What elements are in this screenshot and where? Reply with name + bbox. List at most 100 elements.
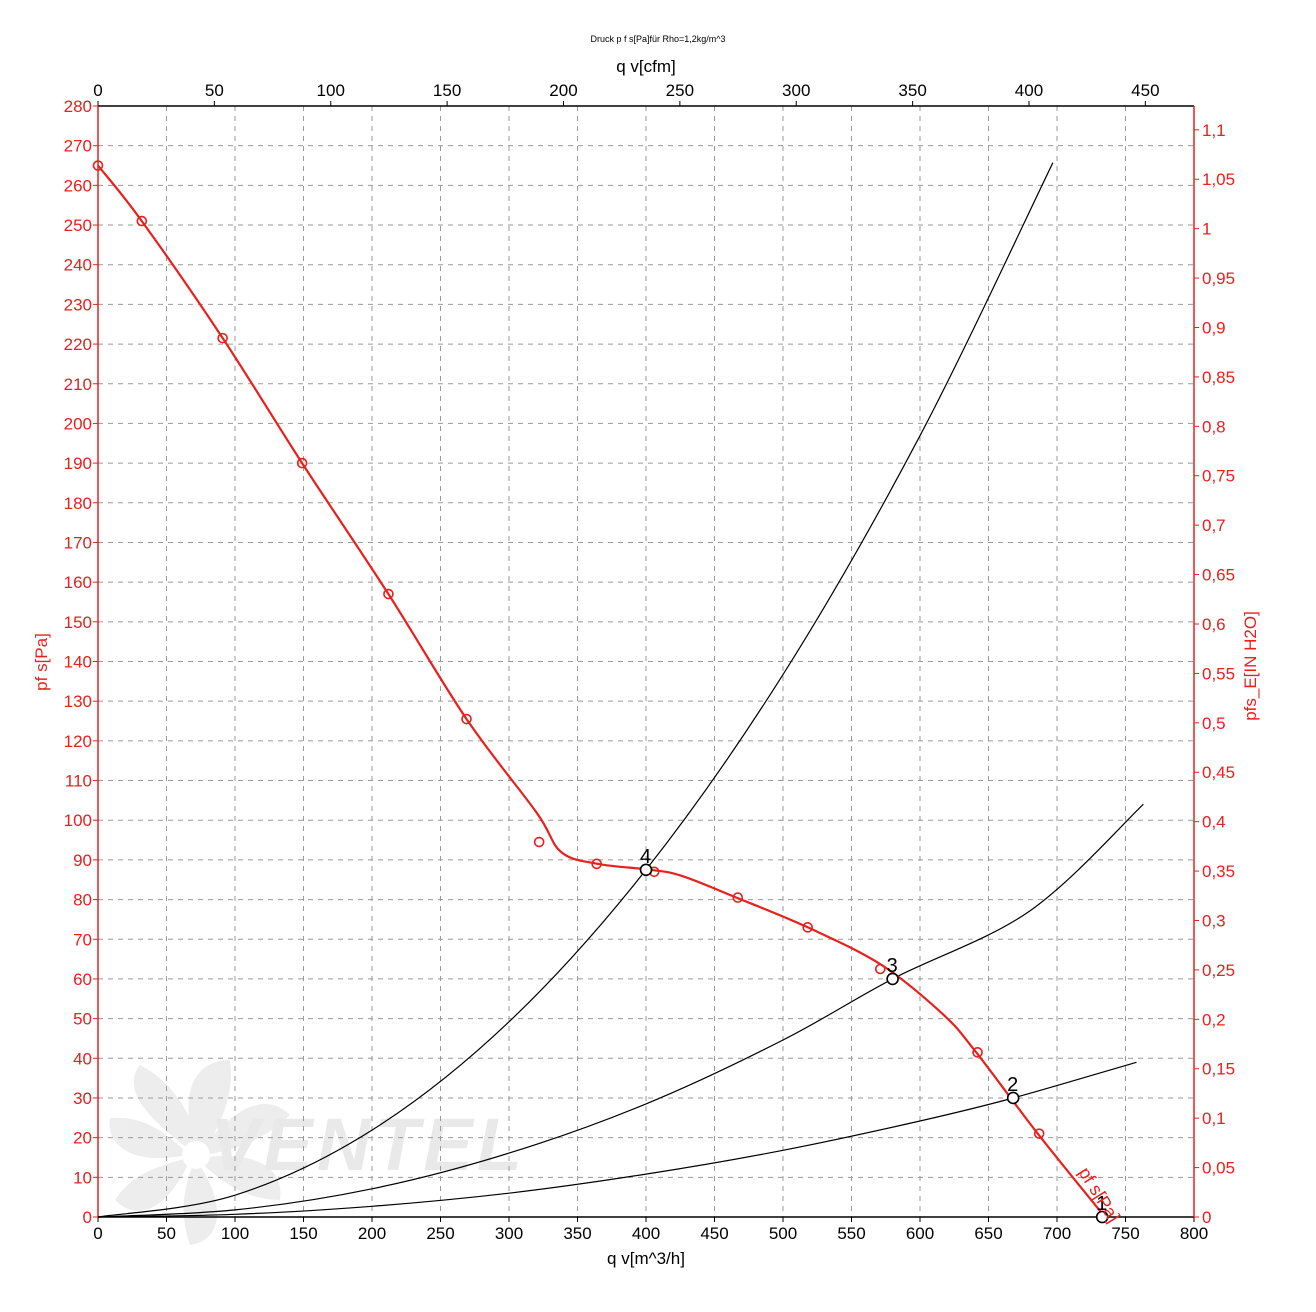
- x2-tick-label: 50: [205, 81, 224, 100]
- x2-tick-label: 0: [93, 81, 102, 100]
- operating-point-marker: [639, 863, 653, 877]
- y2-tick-label: 0: [1202, 1208, 1211, 1227]
- y2-tick-label: 0,45: [1202, 763, 1235, 782]
- y2-tick-label: 0,15: [1202, 1060, 1235, 1079]
- y-tick-label: 70: [73, 930, 92, 949]
- y-tick-label: 250: [64, 216, 92, 235]
- x-axis-label: q v[m^3/h]: [607, 1249, 685, 1268]
- x-tick-label: 800: [1180, 1224, 1208, 1243]
- fan-curve-marker: [383, 588, 394, 600]
- x-tick-label: 400: [632, 1224, 660, 1243]
- operating-point-label: 2: [1007, 1074, 1018, 1096]
- chart-title: Druck p f s[Pa]für Rho=1,2kg/m^3: [590, 34, 725, 44]
- y-tick-label: 150: [64, 613, 92, 632]
- y2-tick-label: 0,8: [1202, 417, 1226, 436]
- y-tick-label: 220: [64, 335, 92, 354]
- y-tick-label: 240: [64, 256, 92, 275]
- system-resistance-curve: [97, 1061, 1137, 1218]
- x2-tick-label: 100: [317, 81, 345, 100]
- fan-curve-marker: [92, 160, 104, 171]
- ventel-watermark-logo: VENTEL: [109, 1060, 522, 1245]
- x-tick-label: 500: [769, 1224, 797, 1243]
- fan-curve-marker: [1033, 1128, 1045, 1139]
- fan-curve-marker: [972, 1047, 983, 1058]
- operating-points: 1 2 3 4: [639, 846, 1109, 1224]
- system-resistance-curve: [97, 162, 1054, 1218]
- system-resistance-curve: [97, 803, 1144, 1218]
- fan-curve-marker: [533, 836, 545, 848]
- y-tick-label: 40: [73, 1049, 92, 1068]
- y2-tick-label: 0,1: [1202, 1109, 1226, 1128]
- x2-axis-label: q v[cfm]: [616, 57, 676, 76]
- x2-tick-label: 200: [549, 81, 577, 100]
- fan-curve-marker: [732, 892, 744, 903]
- x2-tick-label: 150: [433, 81, 461, 100]
- y2-tick-label: 1,1: [1202, 121, 1226, 140]
- chart-tick-labels: 0 50 100 150 200 250 300 350 400 450 500 550 600 650 7…: [64, 81, 1235, 1243]
- x2-tick-label: 250: [666, 81, 694, 100]
- operating-point-marker: [1095, 1210, 1109, 1224]
- x-tick-label: 650: [974, 1224, 1002, 1243]
- y-tick-label: 60: [73, 970, 92, 989]
- x2-tick-label: 450: [1131, 81, 1159, 100]
- fan-curve-marker: [591, 858, 602, 870]
- y-tick-label: 160: [64, 573, 92, 592]
- y-tick-label: 30: [73, 1089, 92, 1108]
- y-tick-label: 170: [64, 533, 92, 552]
- y2-tick-label: 0,9: [1202, 318, 1226, 337]
- chart-grid: [98, 106, 1194, 1217]
- y-tick-label: 180: [64, 494, 92, 513]
- fan-curve-marker: [461, 713, 472, 725]
- x-tick-label: 300: [495, 1224, 523, 1243]
- x-tick-label: 150: [289, 1224, 317, 1243]
- y2-tick-label: 0,4: [1202, 813, 1226, 832]
- y-tick-label: 50: [73, 1010, 92, 1029]
- y-tick-label: 0: [83, 1208, 92, 1227]
- y2-tick-label: 0,05: [1202, 1159, 1235, 1178]
- y-tick-label: 210: [64, 375, 92, 394]
- y2-tick-label: 0,3: [1202, 911, 1226, 930]
- fan-pressure-curve: [97, 164, 1106, 1218]
- y-tick-label: 230: [64, 295, 92, 314]
- y2-tick-label: 1,05: [1202, 170, 1235, 189]
- y-tick-label: 130: [64, 692, 92, 711]
- operating-point-label: 1: [1096, 1193, 1107, 1215]
- y-tick-label: 80: [73, 891, 92, 910]
- y-tick-label: 100: [64, 811, 92, 830]
- y2-tick-label: 0,2: [1202, 1010, 1226, 1029]
- y-tick-label: 10: [73, 1168, 92, 1187]
- chart-axes: [93, 101, 1199, 1222]
- operating-point-label: 3: [887, 955, 898, 977]
- y2-tick-label: 0,65: [1202, 566, 1235, 585]
- y-tick-label: 140: [64, 653, 92, 672]
- x-tick-label: 200: [358, 1224, 386, 1243]
- y-tick-label: 260: [64, 176, 92, 195]
- x-tick-label: 250: [426, 1224, 454, 1243]
- y2-tick-label: 0,7: [1202, 516, 1226, 535]
- y-tick-label: 110: [65, 772, 92, 791]
- y2-tick-label: 0,55: [1202, 664, 1235, 683]
- y2-tick-label: 0,6: [1202, 615, 1226, 634]
- y2-tick-label: 0,25: [1202, 961, 1235, 980]
- x-tick-label: 50: [157, 1224, 176, 1243]
- y-tick-label: 200: [64, 414, 92, 433]
- x-tick-label: 0: [93, 1224, 102, 1243]
- x-tick-label: 350: [563, 1224, 591, 1243]
- y2-tick-label: 0,95: [1202, 269, 1235, 288]
- y-tick-label: 270: [64, 137, 92, 156]
- y2-tick-label: 0,35: [1202, 862, 1235, 881]
- x-tick-label: 450: [700, 1224, 728, 1243]
- operating-point-marker: [1006, 1091, 1020, 1105]
- fan-curve-marker: [802, 922, 813, 933]
- y2-tick-label: 0,5: [1202, 714, 1226, 733]
- x-tick-label: 600: [906, 1224, 934, 1243]
- fan-curve-marker: [874, 963, 886, 975]
- fan-curve-marker: [296, 457, 308, 469]
- y-tick-label: 20: [73, 1129, 92, 1148]
- x2-tick-label: 350: [898, 81, 926, 100]
- x-tick-label: 750: [1111, 1224, 1139, 1243]
- x-tick-label: 100: [221, 1224, 249, 1243]
- x-tick-label: 550: [837, 1224, 865, 1243]
- y-axis-label: pf s[Pa]: [32, 633, 51, 691]
- fan-curve-marker: [217, 332, 228, 344]
